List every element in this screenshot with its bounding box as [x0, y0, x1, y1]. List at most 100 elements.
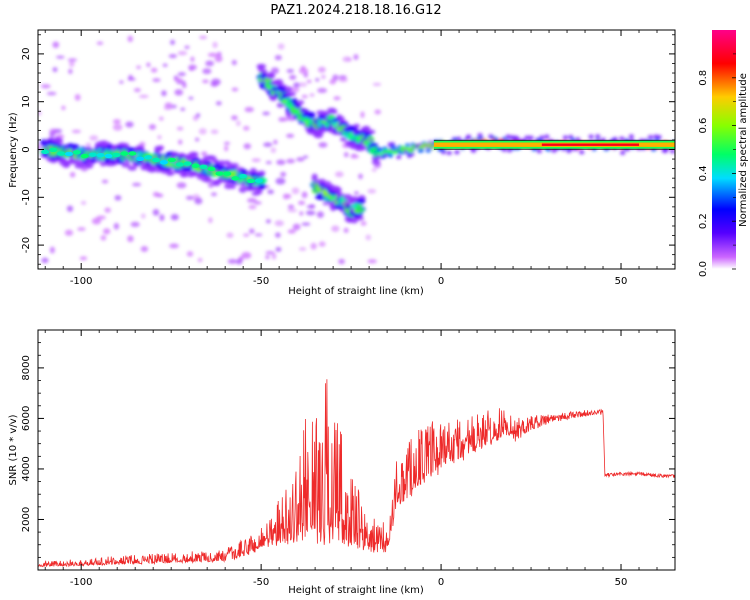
spectrogram-noise: [235, 120, 241, 127]
spectrogram-noise: [243, 143, 252, 150]
spectrogram-noise: [265, 161, 272, 165]
spectrogram-noise: [174, 89, 184, 96]
spectrogram-ridge-blob: [493, 137, 500, 142]
spectrogram-noise: [208, 217, 213, 224]
spectrogram-xtick-label: -50: [253, 276, 269, 287]
spectrogram-ridge-blob: [267, 72, 275, 79]
spectrogram-noise: [77, 227, 86, 232]
spectrogram-ridge-blob: [229, 184, 236, 189]
spectrogram-noise: [360, 221, 367, 226]
spectrogram-noise: [316, 211, 324, 219]
spectrogram-noise: [231, 59, 237, 66]
spectrogram-ridge-blob: [454, 149, 460, 155]
spectrogram-noise: [176, 182, 187, 189]
spectrogram-ridge-blob: [257, 184, 266, 190]
spectrogram-noise: [205, 60, 215, 67]
spectrogram-noise: [280, 171, 287, 177]
spectrogram-noise: [223, 141, 231, 145]
spectrogram-ridge-blob: [212, 159, 220, 164]
snr-ytick-label: 2000: [21, 507, 32, 532]
spectrogram-ridge-blob: [339, 137, 348, 142]
colorbar-ticks: 0.0 0.2 0.4 0.6 0.8: [698, 53, 736, 277]
colorbar-tick-label: 0.8: [698, 70, 709, 86]
snr-xtick-label: -50: [253, 577, 269, 588]
spectrogram-noise: [244, 106, 254, 113]
colorbar-tick-label: 0.4: [698, 165, 709, 181]
spectrogram-noise: [329, 79, 336, 85]
spectrogram-noise: [96, 41, 104, 45]
spectrogram-ridge-blob: [619, 136, 625, 141]
spectrogram-noise: [274, 220, 284, 227]
spectrogram-noise: [265, 250, 275, 255]
spectrogram-ridge-core-blob: [49, 147, 58, 153]
spectrogram-noise: [298, 67, 309, 75]
spectrogram-noise: [332, 74, 339, 81]
spectrogram-ridge-core-blob: [254, 178, 263, 183]
spectrogram-ridge-blob: [528, 135, 534, 141]
spectrogram-ridge-blob: [396, 154, 402, 160]
spectrogram-ridge-blob: [562, 135, 569, 140]
snr-frame: [37, 329, 676, 571]
spectrogram-ytick-label: 0: [21, 146, 32, 152]
spectrogram-noise: [170, 39, 175, 45]
spectrogram-noise: [49, 246, 55, 254]
spectrogram-noise: [292, 223, 301, 231]
snr-xtick-label: 50: [615, 577, 628, 588]
spectrogram-noise: [275, 246, 282, 252]
spectrogram-noise: [91, 217, 102, 225]
spectrogram-ridge-blob: [317, 178, 326, 184]
spectrogram-xtick-label: -100: [70, 276, 93, 287]
spectrogram-noise: [159, 214, 165, 222]
spectrogram-ridge-core-blob: [159, 160, 168, 165]
spectrogram-noise: [101, 179, 109, 184]
snr-ytick-label: 6000: [21, 406, 32, 431]
spectrogram-noise: [243, 125, 250, 131]
spectrogram-noise: [318, 142, 328, 148]
spectrogram-noise: [141, 213, 146, 219]
spectrogram-noise: [333, 96, 341, 101]
spectrogram-noise: [64, 229, 74, 236]
spectrogram-noise: [61, 105, 66, 111]
spectrogram-noise: [80, 200, 87, 205]
colorbar-tick-label: 0.0: [698, 261, 709, 277]
spectrogram-ridge-blob: [191, 152, 199, 157]
spectrogram-noise: [278, 117, 285, 122]
spectrogram-ridge-blob: [536, 148, 542, 154]
spectrogram-ridge-blob: [207, 155, 217, 161]
spectrogram-ridge-core-blob: [80, 153, 89, 159]
spectrogram-noise: [66, 205, 74, 212]
spectrogram-ridge-blob: [203, 177, 213, 183]
spectrogram-noise: [158, 116, 164, 121]
spectrogram-noise: [182, 82, 187, 89]
spectrogram-ridge-blob: [579, 149, 585, 155]
spectrogram-noise: [207, 52, 218, 57]
spectrogram-noise: [140, 246, 149, 252]
spectrogram-noise: [286, 69, 294, 73]
spectrogram-noise: [104, 207, 111, 213]
spectrogram-noise: [210, 81, 219, 87]
spectrogram-ridge-blob: [218, 160, 225, 167]
spectrogram-noise: [305, 210, 316, 216]
spectrogram-noise: [286, 193, 292, 199]
spectrogram-ridge-blob: [154, 145, 164, 151]
spectrogram-ridge-blob: [121, 162, 131, 168]
spectrogram-ridge-core-blob: [191, 163, 200, 168]
spectrogram-ridge-core: [41, 139, 675, 184]
spectrogram-ridge-blob: [311, 173, 318, 180]
spectrogram-noise: [127, 35, 133, 43]
spectrogram-ridge-blob: [238, 186, 247, 193]
spectrogram-ridge-core-blob: [152, 157, 161, 163]
spectrogram-noise: [89, 135, 99, 141]
spectrogram-noise: [343, 227, 349, 233]
spectrogram-noise: [202, 68, 212, 75]
spectrogram-ridge-core-blob: [88, 152, 97, 157]
spectrogram-ytick-label: -10: [21, 189, 32, 205]
spectrogram-noise: [231, 87, 239, 92]
spectrogram-noise: [114, 195, 122, 201]
spectrogram-ridge-blob: [377, 147, 384, 152]
spectrogram-noise: [227, 259, 238, 264]
spectrogram-noise: [246, 198, 257, 203]
spectrogram-noise: [69, 60, 75, 68]
colorbar-tick-label: 0.6: [698, 118, 709, 134]
colorbar-label: Normalized spectral amplitude: [738, 73, 749, 227]
